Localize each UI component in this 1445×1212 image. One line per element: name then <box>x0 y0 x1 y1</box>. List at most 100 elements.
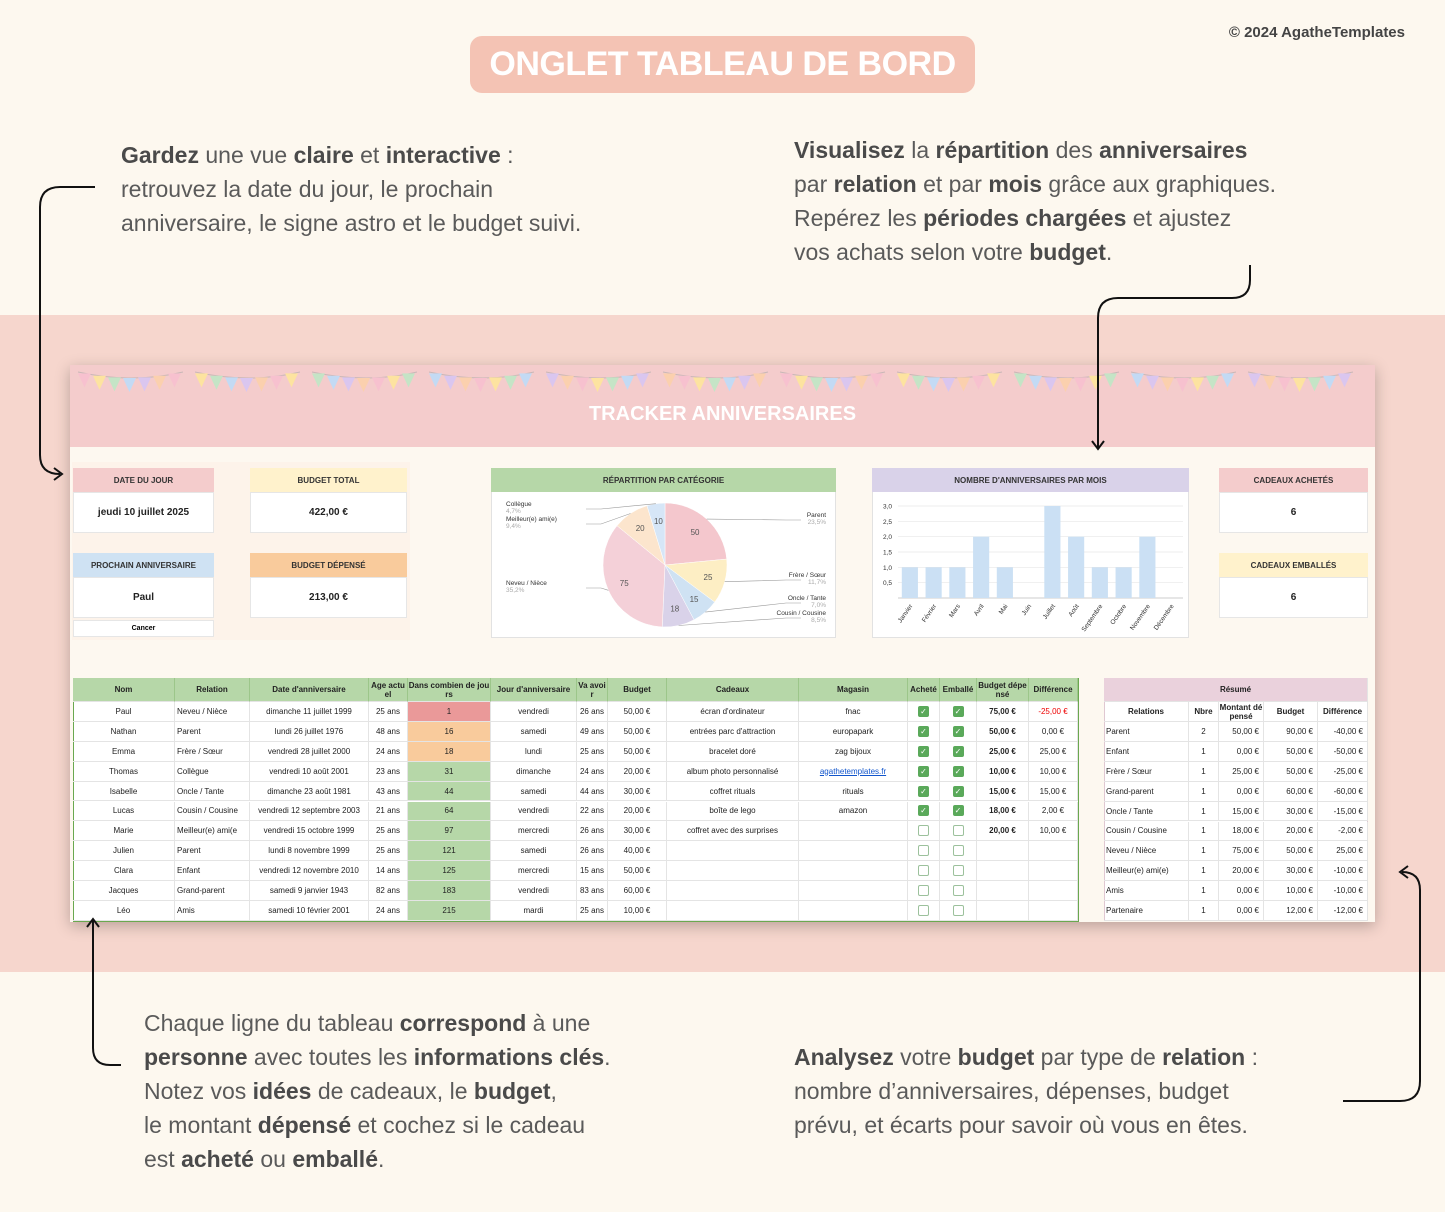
table-cell: amazon <box>799 801 908 822</box>
table-cell: 48 ans <box>369 721 408 742</box>
summary-cell: -40,00 € <box>1318 722 1368 742</box>
table-cell: 14 ans <box>369 861 408 882</box>
chart-title: RÉPARTITION PAR CATÉGORIE <box>491 468 836 492</box>
card-value: 6 <box>1219 492 1368 533</box>
table-cell: 15 ans <box>577 861 608 882</box>
table-cell: Marie <box>73 821 175 842</box>
summary-cell: Amis <box>1104 881 1189 902</box>
table-cell: 25 ans <box>369 821 408 842</box>
table-cell <box>799 881 908 901</box>
table-cell <box>908 881 940 901</box>
callout: Gardez une vue claire et interactive : re… <box>121 138 581 240</box>
table-cell <box>940 821 977 842</box>
checkbox: ✓ <box>952 805 964 817</box>
table-cell: 215 <box>408 901 491 921</box>
checkbox <box>952 904 964 916</box>
table-cell: ✓ <box>940 721 977 742</box>
table-cell: 24 ans <box>369 901 408 921</box>
summary-cell: 1 <box>1189 801 1219 822</box>
table-cell: 23 ans <box>369 761 408 782</box>
callout-text: et ajustez <box>1126 205 1232 231</box>
table-cell: Oncle / Tante <box>175 781 250 802</box>
table-cell: 21 ans <box>369 801 408 822</box>
table-cell: 24 ans <box>577 761 608 782</box>
table-cell: vendredi <box>491 702 577 722</box>
table-cell <box>908 821 940 842</box>
table-cell <box>977 841 1029 862</box>
table-cell: 20,00 € <box>608 761 667 782</box>
table-cell <box>977 901 1029 921</box>
table-cell <box>799 901 908 921</box>
table-cell: mercredi <box>491 821 577 842</box>
table-cell <box>908 841 940 862</box>
table-cell: 20,00 € <box>608 801 667 822</box>
card-label: CADEAUX EMBALLÉS <box>1219 553 1368 577</box>
table-cell: vendredi <box>491 881 577 901</box>
table-cell: 50,00 € <box>608 721 667 742</box>
table-cell: 82 ans <box>369 881 408 901</box>
callout-text: Repérez les <box>794 205 924 231</box>
callout-text: des <box>1049 137 1100 163</box>
summary-header: Montant dépensé <box>1219 702 1264 722</box>
table-cell: 30,00 € <box>608 781 667 802</box>
summary-cell: 10,00 € <box>1264 881 1318 902</box>
table-cell: 1 <box>408 702 491 722</box>
table-cell: 50,00 € <box>608 741 667 762</box>
table-cell: coffret avec des surprises <box>667 821 799 842</box>
summary-cell: 2 <box>1189 722 1219 742</box>
table-cell: samedi 10 février 2001 <box>250 901 369 921</box>
table-cell: samedi <box>491 781 577 802</box>
table-cell: Meilleur(e) ami(e <box>175 821 250 842</box>
callout-line: vos achats selon votre budget. <box>794 235 1276 269</box>
summary-cell: 1 <box>1189 821 1219 842</box>
callout-text: de cadeaux, le <box>311 1078 474 1104</box>
summary-header: Nbre <box>1189 702 1219 722</box>
table-cell <box>1029 881 1078 901</box>
checkbox: ✓ <box>918 745 929 757</box>
card-label: BUDGET TOTAL <box>250 468 407 492</box>
callout-text: Chaque ligne du tableau <box>144 1010 400 1036</box>
checkbox <box>918 825 929 837</box>
table-cell <box>667 881 799 901</box>
banner-title: TRACKER ANNIVERSAIRES <box>588 403 857 425</box>
table-header: Relation <box>175 678 250 702</box>
callout-line: Visualisez la répartition des anniversai… <box>794 133 1276 167</box>
table-cell: 10,00 € <box>1029 761 1078 782</box>
table-cell: album photo personnalisé <box>667 761 799 782</box>
summary-cell: 20,00 € <box>1264 821 1318 842</box>
table-cell <box>667 901 799 921</box>
card-value: jeudi 10 juillet 2025 <box>73 492 214 533</box>
summary-cell: 30,00 € <box>1264 861 1318 882</box>
table-cell: 64 <box>408 801 491 822</box>
summary-cell: 50,00 € <box>1219 722 1264 742</box>
table-cell: Grand-parent <box>175 881 250 901</box>
table-header: Date d'anniversaire <box>250 678 369 702</box>
checkbox <box>952 865 964 877</box>
summary-cell: 0,00 € <box>1219 901 1264 921</box>
table-cell <box>940 881 977 901</box>
callout-text: informations clés <box>413 1044 605 1070</box>
table-cell: lundi <box>491 741 577 762</box>
table-cell: Parent <box>175 841 250 862</box>
table-header: Va avoir <box>577 678 608 702</box>
table-header: Budget <box>608 678 667 702</box>
callout-text: prévu, et écarts pour savoir où vous en … <box>794 1112 1248 1138</box>
checkbox <box>918 865 929 877</box>
summary-cell: -10,00 € <box>1318 861 1368 882</box>
summary-cell: Meilleur(e) ami(e) <box>1104 861 1189 882</box>
table-cell: Clara <box>73 861 175 882</box>
table-cell: Neveu / Nièce <box>175 702 250 722</box>
table-cell[interactable]: agathetemplates.fr <box>799 761 908 782</box>
table-cell: 25 ans <box>577 741 608 762</box>
callout: Analysez votre budget par type de relati… <box>794 1040 1258 1142</box>
card-value: 213,00 € <box>250 577 407 618</box>
callout-text: relation <box>833 171 917 197</box>
callout-text: emballé <box>292 1146 378 1172</box>
summary-cell: -50,00 € <box>1318 741 1368 762</box>
card-label: CADEAUX ACHETÉS <box>1219 468 1368 492</box>
table-cell: -25,00 € <box>1029 702 1078 722</box>
table-cell: entrées parc d'attraction <box>667 721 799 742</box>
table-cell: 183 <box>408 881 491 901</box>
chart-panel <box>872 468 1189 638</box>
callout-text: nombre d’anniversaires, dépenses, budget <box>794 1078 1229 1104</box>
